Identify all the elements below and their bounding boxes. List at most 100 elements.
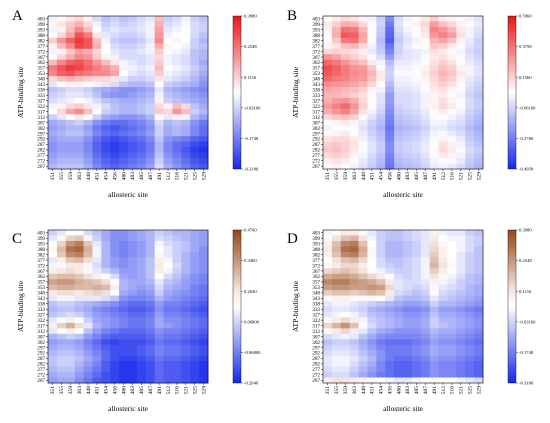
y-tick-label: 388 xyxy=(312,33,320,39)
heatmap-cell xyxy=(376,119,386,126)
heatmap-cell xyxy=(376,328,386,335)
y-tick-label: 357 xyxy=(312,66,320,72)
y-tick-label: 292 xyxy=(312,351,320,357)
heatmap-cell xyxy=(438,54,448,61)
y-tick-label: 338 xyxy=(312,302,320,308)
heatmap-cell xyxy=(128,322,138,329)
heatmap-cell xyxy=(367,311,377,318)
heatmap-cell xyxy=(331,284,342,291)
heatmap-cell xyxy=(429,147,439,153)
heatmap-cell xyxy=(349,32,359,39)
y-tick-label: 333 xyxy=(37,93,45,99)
y-axis-label: ATP-binding site xyxy=(16,66,25,118)
heatmap-cell xyxy=(110,65,120,72)
heatmap-cell xyxy=(349,284,359,291)
heatmap-cell xyxy=(48,130,58,137)
heatmap-cell xyxy=(358,230,368,236)
heatmap-cell xyxy=(411,70,422,77)
heatmap-cell xyxy=(145,268,156,275)
heatmap-cell xyxy=(331,317,342,324)
heatmap-cell xyxy=(48,333,58,340)
heatmap-cell xyxy=(83,355,93,362)
heatmap-cell xyxy=(367,350,377,357)
heatmap-cell xyxy=(429,317,439,324)
heatmap-cell xyxy=(403,273,413,280)
heatmap-cell xyxy=(163,54,173,61)
heatmap-cell xyxy=(474,141,484,148)
heatmap-cell xyxy=(56,377,67,384)
heatmap-cell xyxy=(136,279,147,286)
heatmap-cell xyxy=(376,230,386,236)
panel-label: C xyxy=(12,231,23,247)
heatmap-cell xyxy=(119,251,129,258)
heatmap-cell xyxy=(438,333,448,340)
heatmap-cell xyxy=(48,59,58,66)
heatmap-cell xyxy=(447,355,457,362)
heatmap-cell xyxy=(367,158,377,164)
y-tick-label: 277 xyxy=(312,367,320,373)
heatmap-cell xyxy=(101,114,111,121)
colorbar-tick-label: -0.06100 xyxy=(519,105,536,110)
heatmap-cell xyxy=(83,344,93,351)
y-tick-label: 282 xyxy=(37,148,45,154)
colorbar xyxy=(507,229,517,384)
heatmap-cell xyxy=(447,158,457,164)
heatmap-cell xyxy=(420,328,431,335)
heatmap-cell xyxy=(92,377,102,384)
heatmap-cell xyxy=(429,136,439,143)
heatmap-cell xyxy=(358,279,368,286)
heatmap-cell xyxy=(199,268,209,275)
heatmap-cell xyxy=(92,16,102,22)
heatmap-cell xyxy=(429,301,439,307)
heatmap-cell xyxy=(56,92,67,99)
y-tick-label: 338 xyxy=(312,88,320,94)
heatmap-cell xyxy=(92,361,102,367)
heatmap-cell xyxy=(385,284,395,291)
heatmap-cell xyxy=(403,235,413,242)
x-tick-label: 480 xyxy=(396,386,402,395)
y-tick-label: 267 xyxy=(312,164,320,170)
heatmap-cell xyxy=(438,92,448,99)
y-tick-label: 297 xyxy=(37,131,45,137)
heatmap-cell xyxy=(181,350,191,357)
heatmap-cell xyxy=(385,16,395,22)
heatmap-cell xyxy=(190,26,200,33)
heatmap-cell xyxy=(385,130,395,137)
heatmap-cell xyxy=(92,295,102,302)
heatmap-cell xyxy=(74,301,84,307)
heatmap-cell xyxy=(456,284,466,291)
heatmap-cell xyxy=(358,240,368,247)
heatmap-cell xyxy=(394,290,404,296)
heatmap-cell xyxy=(119,125,129,132)
heatmap-cell xyxy=(394,119,404,126)
heatmap-cell xyxy=(376,152,386,159)
heatmap-cell xyxy=(394,141,404,148)
heatmap-cell xyxy=(74,322,84,329)
heatmap-cell xyxy=(465,366,475,373)
heatmap-cell xyxy=(136,230,147,236)
heatmap-cell xyxy=(128,141,138,148)
heatmap-cell xyxy=(83,65,93,72)
heatmap-cell xyxy=(136,344,147,351)
heatmap-cell xyxy=(74,43,84,50)
heatmap-cell xyxy=(358,136,368,143)
heatmap-cell xyxy=(181,328,191,335)
heatmap-cell xyxy=(136,37,147,44)
heatmap-cell xyxy=(420,257,431,264)
heatmap-cell xyxy=(119,301,129,307)
heatmap-cell xyxy=(474,152,484,159)
heatmap-cell xyxy=(385,108,395,115)
heatmap-cell xyxy=(83,350,93,357)
heatmap-cell xyxy=(323,92,333,99)
x-tick-label: 525 xyxy=(192,172,198,181)
heatmap-cell xyxy=(447,136,457,143)
heatmap-cell xyxy=(447,108,457,115)
heatmap-cell xyxy=(128,152,138,159)
y-tick-label: 317 xyxy=(312,323,320,329)
x-tick-label: 456 xyxy=(387,386,393,395)
heatmap-cell xyxy=(92,48,102,55)
heatmap-cell xyxy=(465,355,475,362)
heatmap-cell xyxy=(163,59,173,66)
heatmap-cell xyxy=(411,92,422,99)
heatmap-cell xyxy=(403,339,413,346)
